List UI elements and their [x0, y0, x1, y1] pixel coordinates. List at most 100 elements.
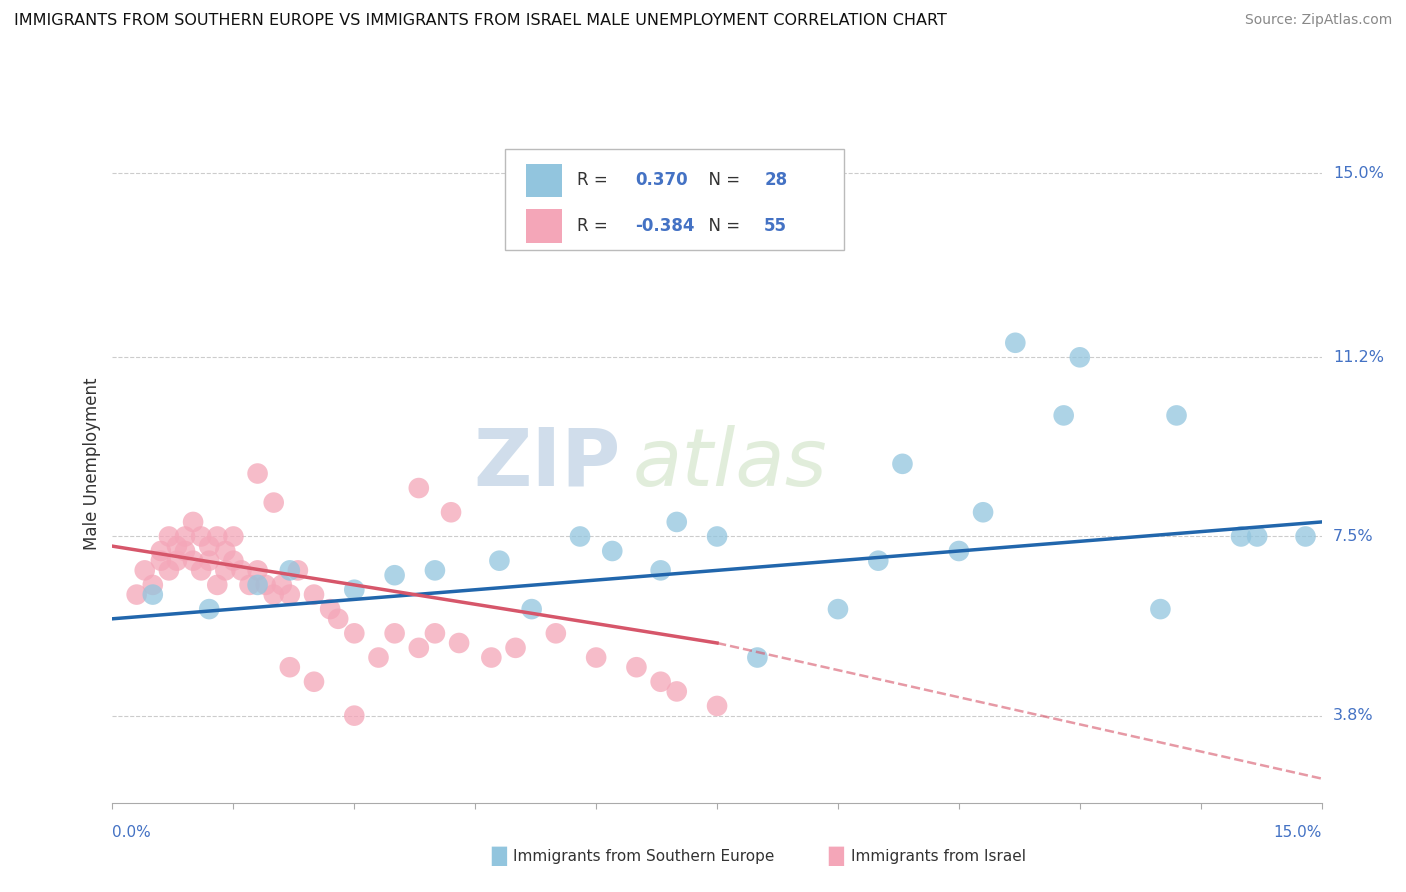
- Point: [142, 588, 165, 602]
- Point: [142, 578, 165, 592]
- Point: [174, 544, 197, 558]
- Point: [190, 563, 212, 577]
- Point: [181, 515, 204, 529]
- Point: [207, 529, 229, 543]
- Text: -0.384: -0.384: [636, 217, 695, 235]
- Point: [706, 698, 728, 713]
- Point: [134, 563, 156, 577]
- Text: N =: N =: [697, 217, 745, 235]
- Point: [384, 568, 406, 582]
- Text: R =: R =: [576, 217, 613, 235]
- Point: [222, 529, 245, 543]
- Point: [278, 563, 301, 577]
- Point: [302, 674, 325, 689]
- Point: [585, 650, 607, 665]
- Point: [520, 602, 543, 616]
- Text: ZIP: ZIP: [472, 425, 620, 503]
- Text: 55: 55: [765, 217, 787, 235]
- Point: [263, 495, 285, 509]
- Text: R =: R =: [576, 171, 613, 189]
- Point: [157, 563, 180, 577]
- Point: [948, 544, 970, 558]
- Text: █: █: [491, 847, 506, 866]
- Point: [263, 588, 285, 602]
- Point: [384, 626, 406, 640]
- Point: [449, 636, 471, 650]
- Point: [198, 554, 221, 568]
- Point: [600, 544, 623, 558]
- Point: [544, 626, 567, 640]
- Point: [214, 563, 236, 577]
- FancyBboxPatch shape: [526, 163, 562, 197]
- Point: [319, 602, 342, 616]
- Point: [408, 640, 430, 655]
- Point: [367, 650, 389, 665]
- Point: [246, 563, 269, 577]
- Point: [302, 588, 325, 602]
- Point: [149, 554, 172, 568]
- Point: [1149, 602, 1171, 616]
- Point: [650, 674, 672, 689]
- Point: [891, 457, 914, 471]
- Point: [157, 529, 180, 543]
- Point: [190, 529, 212, 543]
- Point: [181, 554, 204, 568]
- Point: [278, 588, 301, 602]
- Point: [747, 650, 769, 665]
- Point: [650, 563, 672, 577]
- Point: [231, 563, 253, 577]
- Point: [238, 578, 260, 592]
- Point: [246, 467, 269, 481]
- Point: [440, 505, 463, 519]
- Point: [287, 563, 309, 577]
- Point: [254, 578, 277, 592]
- Point: [149, 544, 172, 558]
- Point: [270, 578, 292, 592]
- Point: [343, 708, 366, 723]
- Text: 15.0%: 15.0%: [1333, 166, 1384, 181]
- Text: 11.2%: 11.2%: [1333, 350, 1384, 365]
- Text: █: █: [828, 847, 844, 866]
- Point: [246, 578, 269, 592]
- Point: [1295, 529, 1317, 543]
- Text: 28: 28: [765, 171, 787, 189]
- Point: [166, 539, 188, 553]
- Point: [278, 660, 301, 674]
- Point: [1230, 529, 1253, 543]
- Point: [626, 660, 648, 674]
- Point: [1004, 335, 1026, 350]
- Point: [408, 481, 430, 495]
- Point: [488, 554, 510, 568]
- Point: [868, 554, 890, 568]
- FancyBboxPatch shape: [526, 209, 562, 243]
- Point: [1053, 409, 1076, 423]
- Point: [423, 626, 446, 640]
- Text: Source: ZipAtlas.com: Source: ZipAtlas.com: [1244, 13, 1392, 28]
- Point: [166, 554, 188, 568]
- Point: [665, 515, 688, 529]
- Text: 15.0%: 15.0%: [1274, 825, 1322, 840]
- Point: [343, 626, 366, 640]
- FancyBboxPatch shape: [506, 149, 844, 251]
- Point: [706, 529, 728, 543]
- Point: [1166, 409, 1188, 423]
- Point: [423, 563, 446, 577]
- Point: [505, 640, 527, 655]
- Point: [827, 602, 849, 616]
- Point: [972, 505, 994, 519]
- Point: [207, 578, 229, 592]
- Point: [198, 539, 221, 553]
- Text: IMMIGRANTS FROM SOUTHERN EUROPE VS IMMIGRANTS FROM ISRAEL MALE UNEMPLOYMENT CORR: IMMIGRANTS FROM SOUTHERN EUROPE VS IMMIG…: [14, 13, 946, 29]
- Point: [665, 684, 688, 698]
- Y-axis label: Male Unemployment: Male Unemployment: [83, 377, 101, 550]
- Text: 3.8%: 3.8%: [1333, 708, 1374, 723]
- Text: Immigrants from Israel: Immigrants from Israel: [851, 849, 1025, 863]
- Text: atlas: atlas: [633, 425, 827, 503]
- Point: [222, 554, 245, 568]
- Point: [328, 612, 350, 626]
- Point: [174, 529, 197, 543]
- Point: [1246, 529, 1268, 543]
- Text: Immigrants from Southern Europe: Immigrants from Southern Europe: [513, 849, 775, 863]
- Text: 0.0%: 0.0%: [112, 825, 152, 840]
- Text: 0.370: 0.370: [636, 171, 688, 189]
